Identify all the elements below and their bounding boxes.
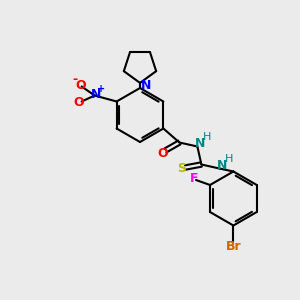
Text: O: O <box>157 147 168 160</box>
Text: H: H <box>225 154 234 164</box>
Text: +: + <box>97 85 105 94</box>
Text: -: - <box>72 73 77 86</box>
Text: S: S <box>177 162 186 175</box>
Text: Br: Br <box>226 240 241 253</box>
Text: N: N <box>90 88 101 101</box>
Text: N: N <box>195 137 206 150</box>
Text: O: O <box>73 96 84 109</box>
Text: F: F <box>190 172 198 184</box>
Text: N: N <box>217 159 228 172</box>
Text: H: H <box>203 133 212 142</box>
Text: O: O <box>75 79 86 92</box>
Text: N: N <box>141 79 151 92</box>
